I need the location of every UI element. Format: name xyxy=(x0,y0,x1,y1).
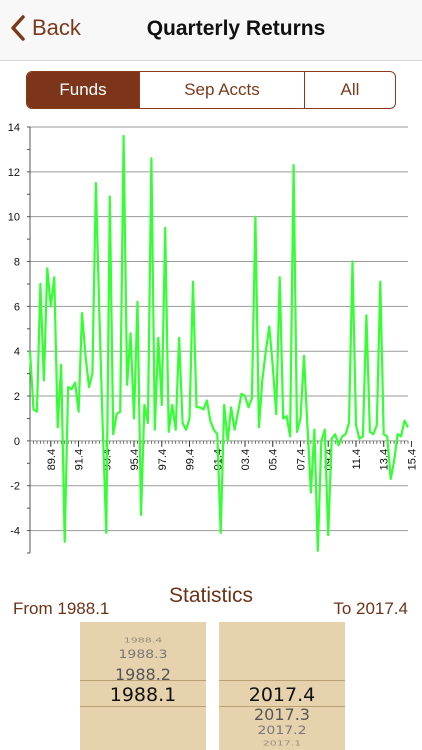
x-tick-label: 03.4 xyxy=(240,449,252,470)
back-label: Back xyxy=(32,15,81,40)
back-button[interactable]: Back xyxy=(10,14,81,42)
segmented-control: Funds Sep Accts All xyxy=(26,71,396,109)
x-tick-label: 89.4 xyxy=(46,449,58,470)
to-picker[interactable]: 2017.4 2017.3 2017.2 2017.1 xyxy=(219,622,345,750)
y-tick-label: 14 xyxy=(8,122,20,134)
x-tick-label: 99.4 xyxy=(185,449,197,470)
picker-selected[interactable]: 1988.1 xyxy=(109,684,177,706)
y-tick-label: 4 xyxy=(14,346,20,358)
y-tick-label: -2 xyxy=(10,481,20,493)
picker-item[interactable]: 1988.3 xyxy=(118,648,168,662)
x-tick-label: 07.4 xyxy=(295,449,307,470)
x-tick-label: 05.4 xyxy=(268,449,280,470)
y-tick-label: 12 xyxy=(8,167,20,179)
page-title: Quarterly Returns xyxy=(146,17,326,40)
picker-item[interactable]: 2017.1 xyxy=(262,739,302,748)
y-tick-label: -4 xyxy=(10,526,20,538)
picker-item[interactable]: 1988.4 xyxy=(123,636,163,645)
picker-selected[interactable]: 2017.4 xyxy=(248,684,316,706)
y-tick-label: 10 xyxy=(8,212,20,224)
x-tick-label: 97.4 xyxy=(157,449,169,470)
picker-divider xyxy=(80,706,206,707)
statistics-title: Statistics xyxy=(168,584,254,607)
picker-divider xyxy=(219,706,345,707)
nav-bar: Back Quarterly Returns xyxy=(0,0,422,61)
x-tick-label: 95.4 xyxy=(129,449,141,470)
y-tick-label: 2 xyxy=(14,391,20,403)
x-tick-label: 91.4 xyxy=(74,449,86,470)
y-tick-label: 0 xyxy=(14,436,20,448)
picker-item[interactable]: 1988.2 xyxy=(115,665,171,684)
segment-all[interactable]: All xyxy=(304,72,395,108)
y-tick-label: 8 xyxy=(14,257,20,269)
segment-sep-accts[interactable]: Sep Accts xyxy=(139,72,304,108)
x-tick-label: 15.4 xyxy=(406,449,418,470)
y-tick-label: 6 xyxy=(14,301,20,313)
chevron-left-icon xyxy=(11,15,25,41)
to-label: To 2017.4 xyxy=(333,599,408,618)
picker-divider xyxy=(80,680,206,681)
picker-divider xyxy=(219,680,345,681)
returns-series-line xyxy=(28,134,409,552)
from-label: From 1988.1 xyxy=(13,599,110,618)
segment-funds[interactable]: Funds xyxy=(27,72,139,108)
picker-item[interactable]: 2017.2 xyxy=(257,724,307,738)
x-tick-label: 11.4 xyxy=(351,449,363,470)
picker-item[interactable]: 2017.3 xyxy=(254,705,310,724)
from-picker[interactable]: 1988.4 1988.3 1988.2 1988.1 xyxy=(80,622,206,750)
